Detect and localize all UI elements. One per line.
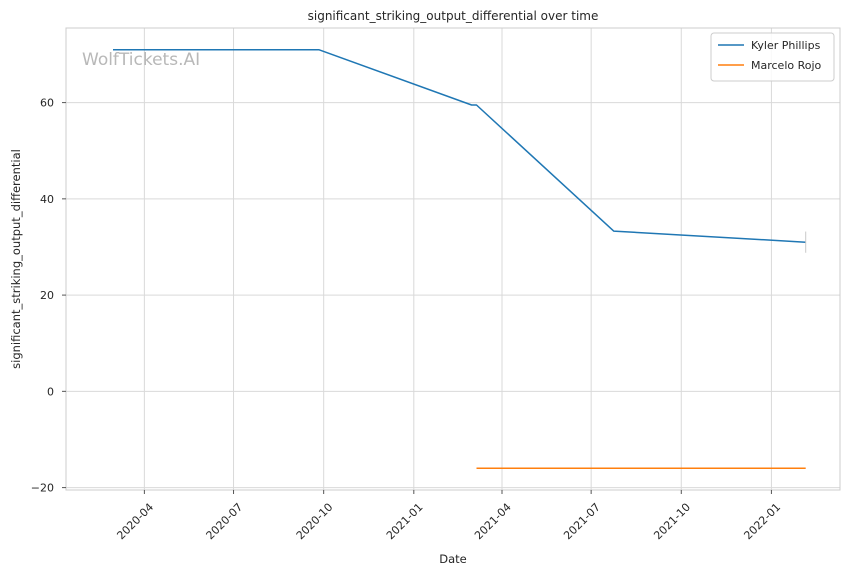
y-axis-title: significant_striking_output_differential (9, 149, 23, 369)
chart-title: significant_striking_output_differential… (308, 9, 599, 23)
y-axis-ticks: −20 0 20 40 60 (31, 97, 66, 495)
y-tick-label: 40 (40, 193, 54, 206)
legend-label: Kyler Phillips (751, 39, 821, 52)
plot-area (66, 28, 840, 490)
x-axis-title: Date (439, 552, 467, 566)
grid (66, 28, 840, 490)
legend: Kyler Phillips Marcelo Rojo (710, 32, 835, 82)
plot-frame (65, 27, 841, 491)
y-tick-label: 20 (40, 289, 54, 302)
series-layer (113, 48, 807, 470)
y-tick-label: −20 (31, 482, 54, 495)
plot-border (65, 27, 841, 491)
y-tick-label: 60 (40, 97, 54, 110)
y-tick-label: 0 (47, 385, 54, 398)
series-line-0 (113, 48, 806, 243)
legend-label: Marcelo Rojo (751, 59, 822, 72)
watermark: WolfTickets.AI (82, 50, 200, 70)
